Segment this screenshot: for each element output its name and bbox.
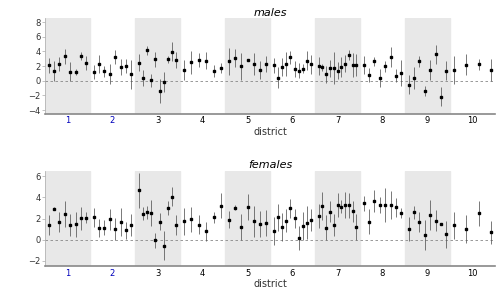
X-axis label: district: district <box>253 127 287 137</box>
Bar <box>405 171 450 266</box>
Bar <box>225 18 270 114</box>
Bar <box>135 18 180 114</box>
Bar <box>225 171 270 266</box>
Bar <box>315 18 360 114</box>
Bar <box>405 18 450 114</box>
Title: males: males <box>254 8 287 17</box>
Title: females: females <box>248 160 292 170</box>
Bar <box>315 171 360 266</box>
Bar <box>45 171 90 266</box>
X-axis label: district: district <box>253 279 287 289</box>
Bar <box>135 171 180 266</box>
Bar <box>45 18 90 114</box>
